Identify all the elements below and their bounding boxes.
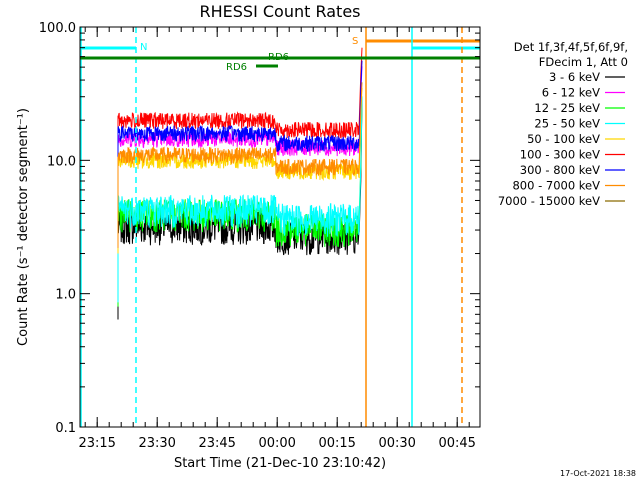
series-line-800-7000keV <box>117 82 363 248</box>
x-tick-label: 00:30 <box>378 436 415 451</box>
series-line-100-300keV <box>117 47 363 214</box>
legend-label: 12 - 25 keV <box>534 101 600 115</box>
legend-label: 25 - 50 keV <box>534 117 600 131</box>
footer-date: 17-Oct-2021 18:38 <box>560 469 636 478</box>
x-tick-label: 00:00 <box>258 436 295 451</box>
legend-header: Det 1f,3f,4f,5f,6f,9f, <box>514 40 628 54</box>
plot-layer <box>117 47 363 320</box>
chart-title: RHESSI Count Rates <box>200 2 361 21</box>
series-line-25-50keV <box>117 96 363 303</box>
y-tick-label: 100.0 <box>39 21 76 36</box>
annotation-layer: N S RD6 RD6 <box>80 27 480 427</box>
x-axis-label: Start Time (21-Dec-10 23:10:42) <box>174 456 386 471</box>
legend-header: FDecim 1, Att 0 <box>539 55 628 69</box>
x-tick-label: 23:30 <box>138 436 175 451</box>
legend-label: 300 - 800 keV <box>520 163 600 177</box>
legend-label: 3 - 6 keV <box>549 70 600 84</box>
legend-label: 100 - 300 keV <box>520 148 600 162</box>
legend: Det 1f,3f,4f,5f,6f,9f,FDecim 1, Att 03 -… <box>498 40 628 208</box>
legend-label: 7000 - 15000 keV <box>498 194 600 208</box>
n-label: N <box>140 42 147 53</box>
x-tick-label: 23:45 <box>198 436 235 451</box>
x-tick-label: 00:15 <box>318 436 355 451</box>
legend-label: 800 - 7000 keV <box>512 179 600 193</box>
y-tick-label: 1.0 <box>55 288 76 303</box>
y-tick-label: 10.0 <box>47 154 76 169</box>
legend-label: 6 - 12 keV <box>542 86 600 100</box>
rd6-label: RD6 <box>226 62 247 73</box>
y-axis-label: Count Rate (s⁻¹ detector segment⁻¹) <box>16 108 31 346</box>
axis-layer: 0.1 1.0 10.0 100.0 23:15 23:30 23:45 00:00 00:15… <box>39 21 480 451</box>
legend-label: 50 - 100 keV <box>527 132 600 146</box>
x-tick-label: 23:15 <box>78 436 115 451</box>
rd6-label: RD6 <box>268 52 289 63</box>
s-label: S <box>352 36 358 47</box>
series-line-3-6keV <box>117 96 363 320</box>
plot-frame <box>79 26 481 428</box>
x-tick-label: 00:45 <box>438 436 475 451</box>
y-tick-label: 0.1 <box>55 421 76 436</box>
series-line-300-800keV <box>117 60 363 227</box>
